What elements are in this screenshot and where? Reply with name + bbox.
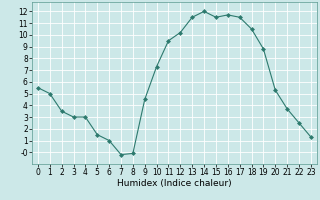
- X-axis label: Humidex (Indice chaleur): Humidex (Indice chaleur): [117, 179, 232, 188]
